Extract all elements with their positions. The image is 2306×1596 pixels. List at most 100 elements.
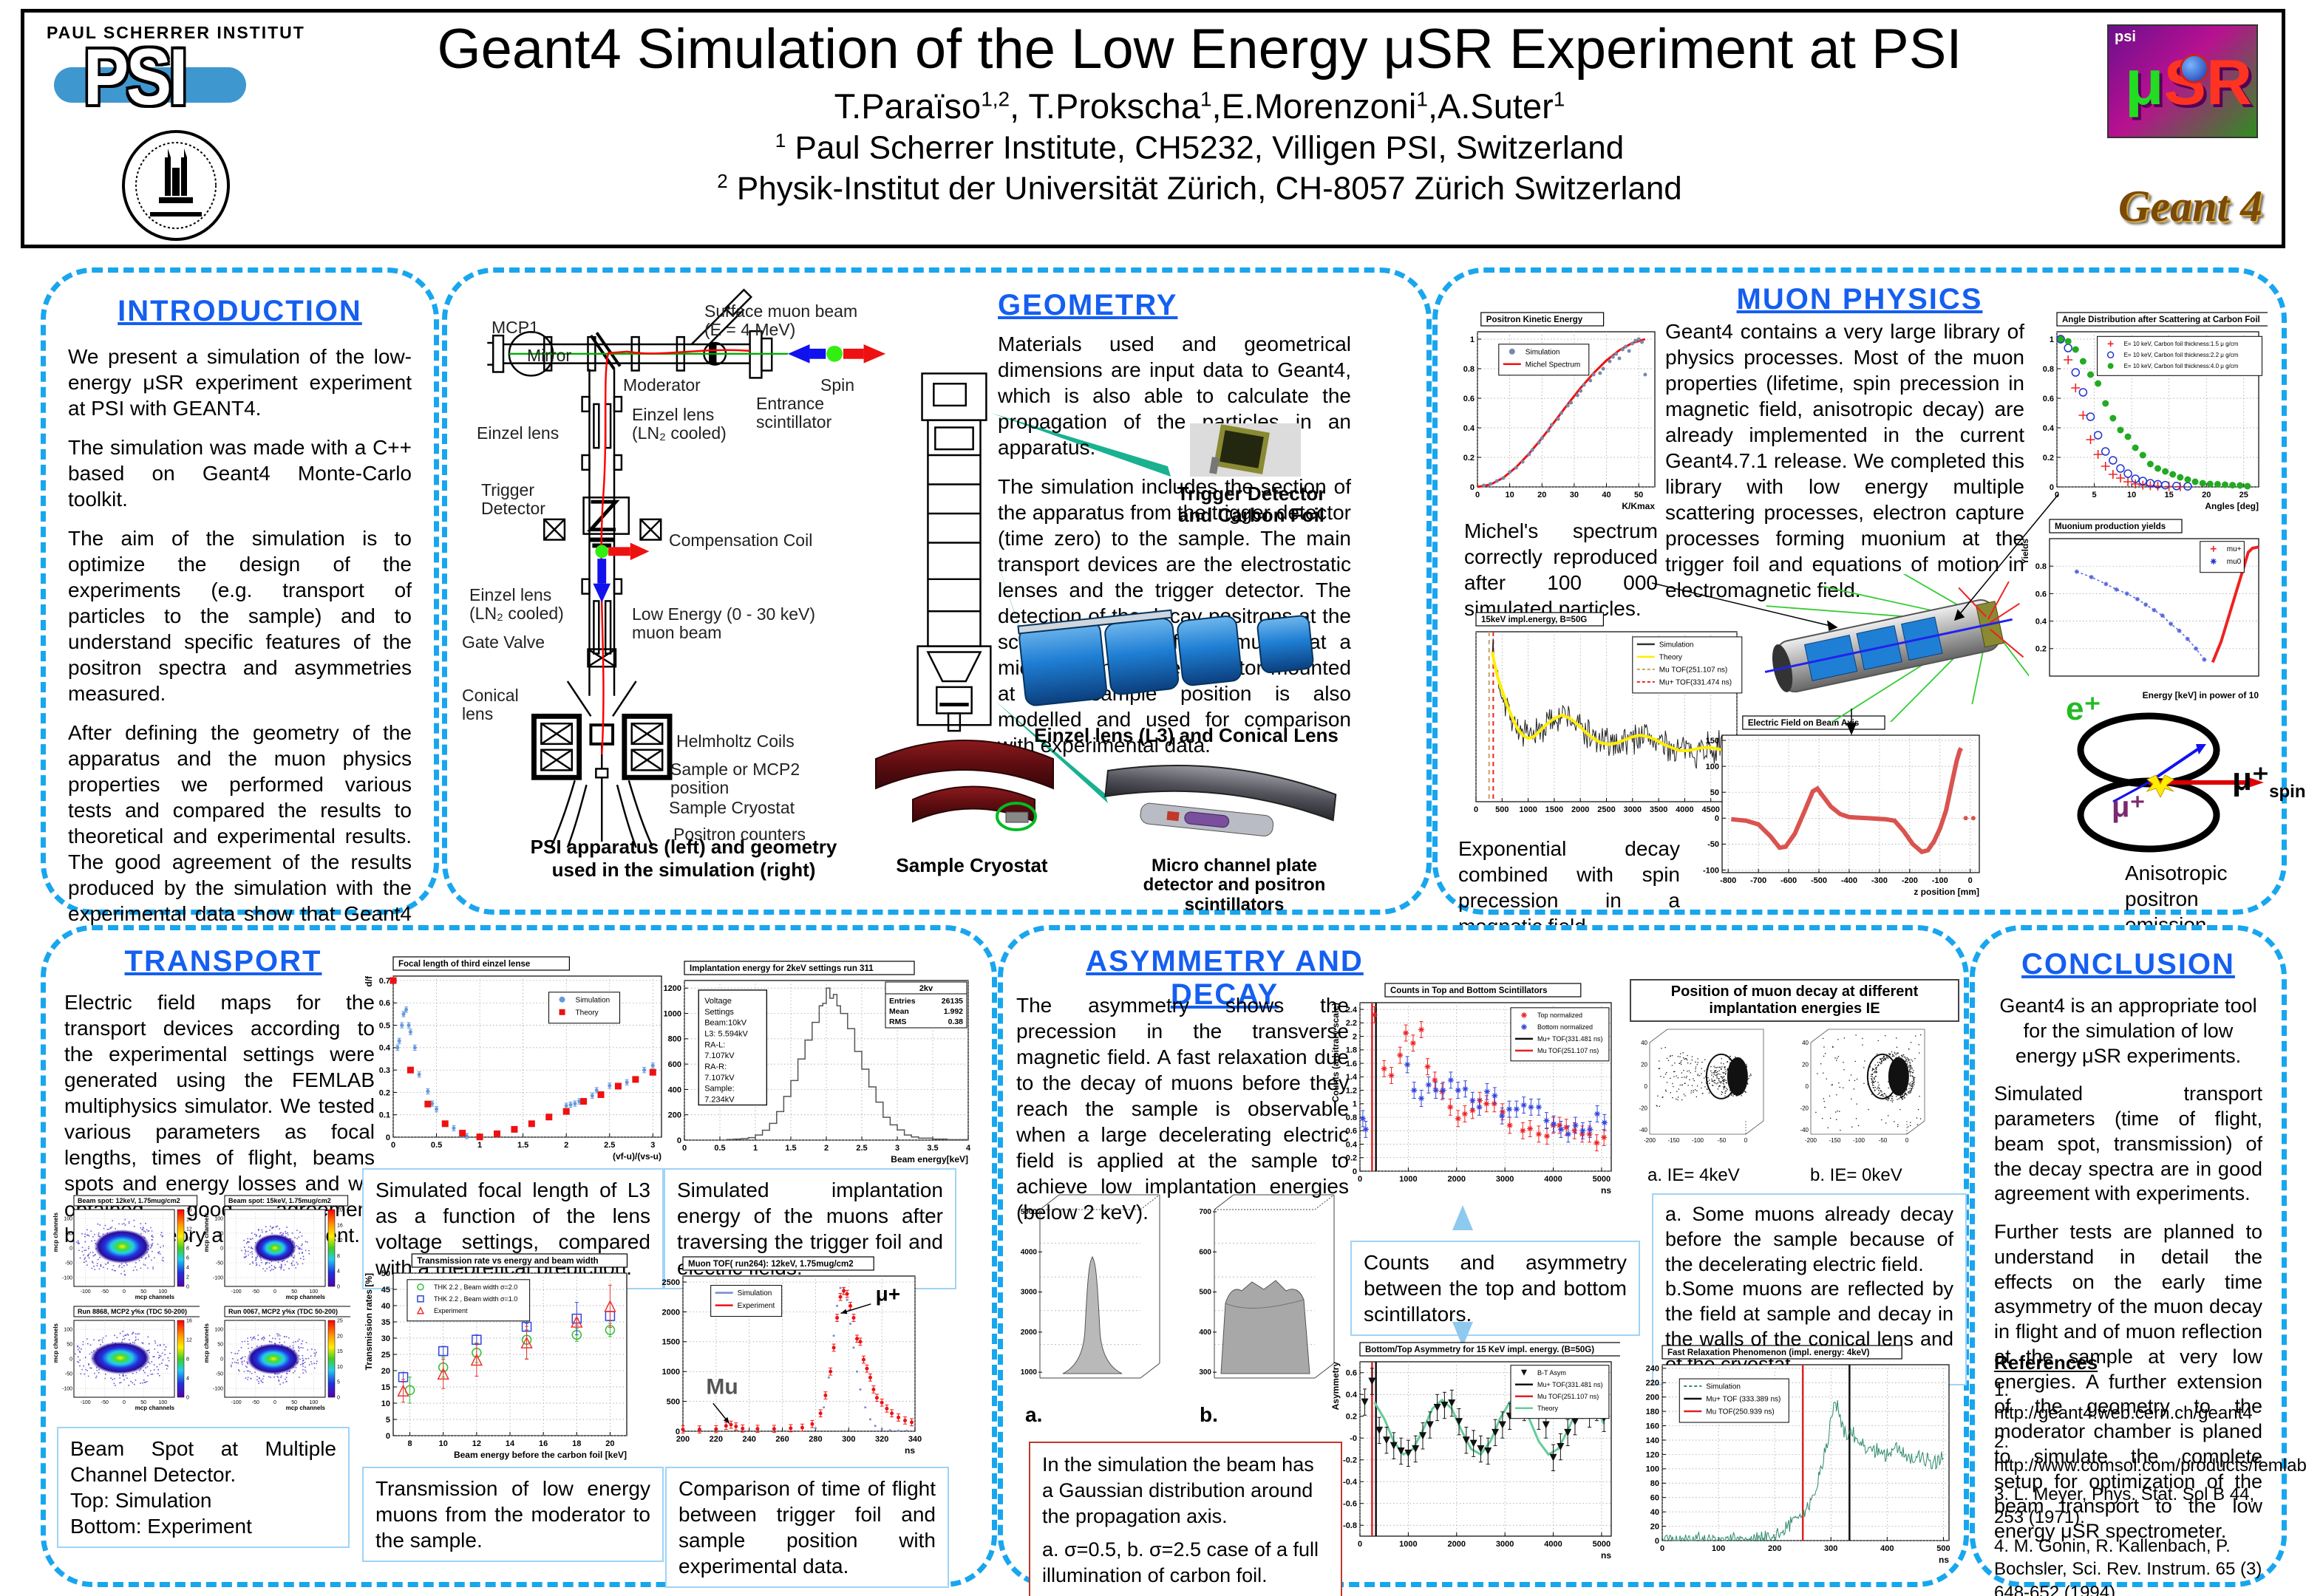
svg-text:12: 12 bbox=[337, 1238, 343, 1244]
svg-text:1000: 1000 bbox=[1399, 1540, 1417, 1549]
svg-text:1000: 1000 bbox=[664, 1009, 681, 1018]
svg-text:200: 200 bbox=[1646, 1394, 1659, 1402]
musr-logo-mu: μ bbox=[2125, 47, 2164, 118]
einzel-render-caption: Einzel lens (L3) and Conical Lens bbox=[1034, 724, 1339, 746]
reference-item[interactable]: 4. M. Gonin, R. Kallenbach, P. Bochsler,… bbox=[1994, 1536, 2262, 1596]
chart-implantation-energy-2kev: 0 0.5 1 1.5 2 2.5 3 3.5 4 0 200 400 600 800 1000 1200 Be… bbox=[655, 960, 977, 1165]
svg-text:100: 100 bbox=[309, 1400, 318, 1405]
svg-text:-700: -700 bbox=[1750, 876, 1766, 885]
svg-text:mcp channels: mcp channels bbox=[52, 1323, 59, 1363]
svg-text:2000: 2000 bbox=[1571, 805, 1589, 814]
apparatus-label: Einzel lens (LN₂ cooled) bbox=[632, 405, 727, 443]
svg-text:7.234kV: 7.234kV bbox=[704, 1095, 735, 1104]
svg-text:10: 10 bbox=[439, 1439, 448, 1448]
svg-text:50: 50 bbox=[140, 1289, 146, 1295]
svg-text:mu+: mu+ bbox=[2227, 545, 2242, 553]
svg-text:0: 0 bbox=[1806, 1083, 1809, 1090]
psi-logo-bar bbox=[54, 67, 246, 103]
svg-text:200: 200 bbox=[668, 1111, 681, 1120]
svg-text:-0.4: -0.4 bbox=[1343, 1478, 1358, 1487]
svg-text:-300: -300 bbox=[1871, 876, 1888, 885]
svg-text:10: 10 bbox=[1506, 491, 1514, 499]
svg-text:(vf-u)/(vs-u): (vf-u)/(vs-u) bbox=[613, 1151, 661, 1162]
svg-text:-100: -100 bbox=[1932, 876, 1948, 885]
musr-logo-text: μSR bbox=[2125, 47, 2252, 120]
chart-beamspot-12kev: -100 -100 -50 -50 0 0 50 50 100 100 16 14 12 10 8 6 4 2 0 m… bbox=[52, 1195, 200, 1304]
svg-text:120: 120 bbox=[1646, 1450, 1659, 1459]
svg-text:Entries: Entries bbox=[889, 997, 916, 1006]
svg-text:K/Kmax: K/Kmax bbox=[1622, 501, 1655, 511]
svg-text:-150: -150 bbox=[1829, 1137, 1841, 1144]
chart-impl-energy-15kev: 0500100015002000250030003500400045005000… bbox=[1446, 611, 1746, 827]
svg-text:50: 50 bbox=[217, 1343, 223, 1348]
chart-positron-kinetic-energy: 0 10 20 30 40 50 0 0.2 0.4 0.6 0.8 1 K/Kmax Simulatio… bbox=[1448, 311, 1664, 512]
musr-logo-psi-text: psi bbox=[2115, 29, 2136, 45]
reference-item[interactable]: 3. L. Meyer, Phys. Stat. Sol B 44, 253 (… bbox=[1994, 1484, 2255, 1527]
psi-institute-name: PAUL SCHERRER INSTITUT bbox=[47, 23, 305, 42]
mcp-render bbox=[1104, 765, 1337, 836]
svg-text:2: 2 bbox=[824, 1144, 829, 1153]
svg-text:-600: -600 bbox=[1780, 876, 1797, 885]
svg-text:3500: 3500 bbox=[1650, 805, 1667, 814]
svg-text:z position [mm]: z position [mm] bbox=[1914, 887, 1979, 897]
svg-text:300: 300 bbox=[842, 1435, 855, 1444]
trigger-render-caption: Trigger Detector and Carbon Foil bbox=[1177, 482, 1326, 526]
svg-text:-100: -100 bbox=[1703, 866, 1719, 875]
svg-text:0.4: 0.4 bbox=[379, 1044, 391, 1053]
svg-text:1: 1 bbox=[2050, 335, 2054, 344]
svg-text:Simulation: Simulation bbox=[738, 1289, 772, 1297]
apparatus-label: Spin bbox=[820, 375, 855, 395]
svg-text:50: 50 bbox=[1634, 491, 1643, 499]
svg-text:Transmission rate vs energy an: Transmission rate vs energy and beam wid… bbox=[417, 1257, 598, 1266]
apparatus-label: Moderator bbox=[623, 375, 701, 395]
apparatus-label: Sample or MCP2 position bbox=[670, 760, 800, 797]
svg-text:mcp channels: mcp channels bbox=[203, 1212, 210, 1252]
svg-text:-100: -100 bbox=[231, 1400, 242, 1405]
apparatus-label: Einzel lens bbox=[477, 423, 560, 443]
svg-text:-50: -50 bbox=[216, 1261, 223, 1266]
svg-text:100: 100 bbox=[1712, 1544, 1725, 1553]
svg-text:-100: -100 bbox=[213, 1276, 223, 1281]
svg-text:Beam:10kV: Beam:10kV bbox=[704, 1019, 747, 1028]
svg-text:400: 400 bbox=[1880, 1544, 1894, 1553]
svg-text:THK 2.2 , Beam width σ=1.0: THK 2.2 , Beam width σ=1.0 bbox=[434, 1295, 517, 1303]
svg-text:0.6: 0.6 bbox=[1346, 1369, 1357, 1378]
chart-beamspot-15kev: -100 -100 -50 -50 0 0 50 50 100 100 20 16 12 8 4 0 mcp c… bbox=[203, 1195, 350, 1304]
chart-muonium-yields: 0.2 0.4 0.6 0.8 Energy [keV] in power of 10 Y… bbox=[2020, 518, 2268, 701]
arrow-up-icon bbox=[1452, 1205, 1473, 1230]
svg-text:L3: 5.594kV: L3: 5.594kV bbox=[704, 1029, 748, 1038]
apparatus-label: Conical lens bbox=[462, 686, 519, 723]
svg-text:0: 0 bbox=[1655, 1537, 1659, 1546]
svg-text:Voltage: Voltage bbox=[704, 997, 732, 1006]
svg-text:-100: -100 bbox=[213, 1387, 223, 1392]
svg-text:Top normalized: Top normalized bbox=[1537, 1012, 1582, 1019]
svg-text:Fast Relaxation Phenomenon (im: Fast Relaxation Phenomenon (impl. energy… bbox=[1667, 1348, 1870, 1357]
svg-text:-100: -100 bbox=[1853, 1137, 1865, 1144]
svg-text:2500: 2500 bbox=[1597, 805, 1615, 814]
svg-text:300: 300 bbox=[1199, 1368, 1211, 1377]
svg-text:Run 8868, MCP2 y%x (TDC 50-200: Run 8868, MCP2 y%x (TDC 50-200) bbox=[78, 1308, 187, 1315]
svg-text:Simulation: Simulation bbox=[1526, 348, 1560, 356]
apparatus-caption: PSI apparatus (left) and geometry used i… bbox=[530, 836, 837, 881]
reference-item[interactable]: 2. http://www.comsol.com/products/femlab bbox=[1994, 1432, 2306, 1476]
svg-text:RA-R:: RA-R: bbox=[704, 1063, 727, 1071]
conclusion-text: Geant4 is an appropriate tool for the si… bbox=[1994, 994, 2262, 1558]
svg-text:12: 12 bbox=[186, 1338, 192, 1343]
svg-text:Focal length of third einzel l: Focal length of third einzel lense bbox=[398, 960, 530, 969]
svg-text:100: 100 bbox=[158, 1400, 167, 1405]
svg-text:7.107kV: 7.107kV bbox=[704, 1074, 735, 1082]
svg-text:Muon TOF( run264): 12keV, 1.75: Muon TOF( run264): 12keV, 1.75mug/cm2 bbox=[688, 1260, 854, 1269]
svg-text:-50: -50 bbox=[101, 1289, 109, 1295]
svg-text:2000: 2000 bbox=[1448, 1540, 1466, 1549]
svg-text:2.5: 2.5 bbox=[604, 1141, 615, 1150]
svg-text:ns: ns bbox=[1601, 1550, 1611, 1561]
red-muon-trajectory bbox=[600, 349, 750, 754]
svg-text:1.992: 1.992 bbox=[944, 1007, 963, 1016]
reference-item[interactable]: 1. http://geant4.web.cern.ch/geant4 bbox=[1994, 1380, 2253, 1424]
svg-text:mcp channels: mcp channels bbox=[286, 1294, 326, 1300]
cryostat-render bbox=[875, 740, 1054, 831]
svg-text:Asymmetry: Asymmetry bbox=[1330, 1362, 1341, 1411]
svg-text:-400: -400 bbox=[1841, 876, 1857, 885]
conclusion-title: CONCLUSION bbox=[2021, 948, 2235, 981]
